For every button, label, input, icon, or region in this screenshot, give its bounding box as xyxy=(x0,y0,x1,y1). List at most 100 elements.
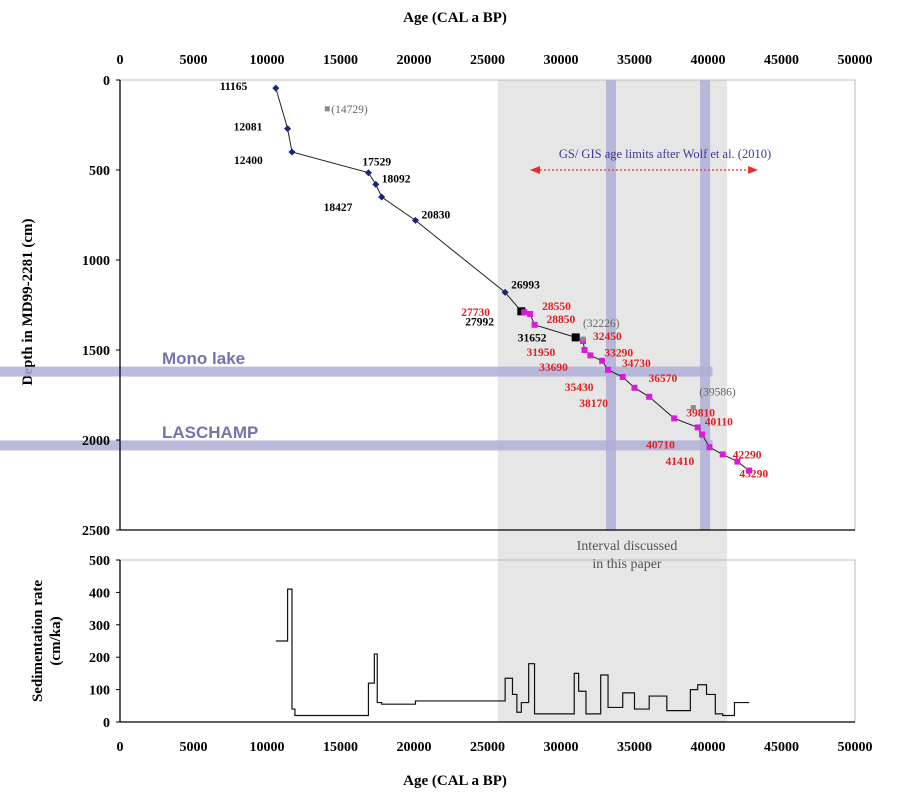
bottom-y-tick-label: 400 xyxy=(89,586,110,601)
date-label: (32226) xyxy=(583,318,620,330)
date-label: 35430 xyxy=(565,382,594,394)
date-label: 32450 xyxy=(593,331,622,343)
date-point-square xyxy=(694,424,701,431)
outlier-point xyxy=(690,405,696,411)
gs-gis-note: GS/ GIS age limits after Wolf et al. (20… xyxy=(559,147,771,161)
bottom-x-tick-label: 25000 xyxy=(470,740,505,755)
bottom-x-tick-label: 40000 xyxy=(691,740,726,755)
bottom-plot-frame xyxy=(119,559,856,723)
top-x-tick-label: 35000 xyxy=(617,53,652,68)
date-label: 40710 xyxy=(646,440,675,452)
date-label: 26993 xyxy=(511,279,540,291)
top-y-tick-label: 2500 xyxy=(82,524,110,539)
date-label: 40110 xyxy=(705,416,733,428)
date-point-diamond xyxy=(272,84,280,92)
date-label: 27730 xyxy=(461,307,490,319)
mono-lake-label: Mono lake xyxy=(162,349,245,368)
top-x-tick-label: 15000 xyxy=(323,53,358,68)
date-label: 36570 xyxy=(649,373,678,385)
bottom-y-tick-label: 0 xyxy=(103,716,110,731)
sedimentation-rate-line xyxy=(275,588,750,717)
arrow-head-left xyxy=(530,166,540,174)
date-point-square xyxy=(605,366,612,373)
bottom-x-tick-label: 0 xyxy=(117,740,124,755)
date-label: 33290 xyxy=(604,347,633,359)
background-layer xyxy=(0,80,728,722)
top-y-tick-label: 500 xyxy=(89,164,110,179)
date-point-square xyxy=(719,451,726,458)
date-label: 18092 xyxy=(382,173,411,185)
outlier-point xyxy=(324,106,330,112)
top-x-tick-label: 20000 xyxy=(397,53,432,68)
date-label: 41410 xyxy=(665,456,694,468)
date-point-diamond xyxy=(364,169,372,177)
date-point-diamond xyxy=(288,148,296,156)
date-label: 20830 xyxy=(421,209,450,221)
date-point-square xyxy=(571,333,580,342)
date-label: 28550 xyxy=(542,301,571,313)
top-y-tick-label: 1000 xyxy=(82,254,110,269)
interval-note-line1: Interval discussed xyxy=(577,539,678,554)
date-label: 28850 xyxy=(547,314,576,326)
date-label: 12400 xyxy=(234,155,263,167)
date-point-diamond xyxy=(372,180,380,188)
date-point-square xyxy=(521,309,528,316)
top-x-tick-label: 45000 xyxy=(764,53,799,68)
top-x-tick-label: 30000 xyxy=(544,53,579,68)
outlier-point xyxy=(580,336,586,342)
gs-gis-band-0 xyxy=(605,80,616,530)
top-y-tick-label: 2000 xyxy=(82,434,110,449)
date-label: 39810 xyxy=(686,407,715,419)
date-label: (39586) xyxy=(699,387,736,399)
top-y-tick-label: 0 xyxy=(103,74,110,89)
top-x-tick-label: 50000 xyxy=(838,53,873,68)
date-point-square xyxy=(587,352,594,359)
rate-y-axis-title-line2: (cm/ka) xyxy=(48,616,64,665)
bottom-y-tick-label: 500 xyxy=(89,554,110,569)
bottom-x-tick-label: 5000 xyxy=(180,740,208,755)
date-label: 12081 xyxy=(234,122,263,134)
interval-note-line2: in this paper xyxy=(592,557,662,572)
date-point-square xyxy=(671,415,678,422)
bottom-x-tick-label: 30000 xyxy=(544,740,579,755)
date-point-square xyxy=(619,374,626,380)
date-label: 31950 xyxy=(527,347,556,359)
rate-y-axis-title-line1: Sedimentation rate xyxy=(30,580,46,702)
date-point-square xyxy=(581,347,588,353)
date-point-square xyxy=(734,458,741,465)
bottom-y-tick-label: 300 xyxy=(89,619,110,634)
top-x-tick-label: 5000 xyxy=(180,53,208,68)
date-label: 42290 xyxy=(733,449,762,461)
bottom-x-tick-label: 20000 xyxy=(397,740,432,755)
date-point-diamond xyxy=(501,288,509,296)
depth-y-axis-title: Depth in MD99-2281 (cm) xyxy=(20,218,36,385)
gs-gis-band-1 xyxy=(700,80,711,530)
date-label: 33690 xyxy=(539,362,568,374)
bottom-x-tick-label: 45000 xyxy=(764,740,799,755)
date-point-square xyxy=(527,311,534,317)
bottom-x-tick-label: 10000 xyxy=(250,740,285,755)
date-label: 38170 xyxy=(579,398,608,410)
date-point-diamond xyxy=(378,193,386,201)
axes-layer: 0050005000100001000015000150002000020000… xyxy=(82,53,873,755)
horizontal-band-0 xyxy=(0,366,713,377)
date-point-square xyxy=(631,384,638,391)
data-layer: 11165 12081 12400 17529 18092 18427 20830 26993… xyxy=(220,81,768,717)
top-x-tick-label: 25000 xyxy=(470,53,505,68)
age-depth-line xyxy=(275,87,750,471)
date-label: 27992 xyxy=(465,316,494,328)
date-point-square xyxy=(599,357,606,364)
bottom-x-tick-label: 50000 xyxy=(838,740,873,755)
date-label: 43290 xyxy=(739,469,768,481)
date-label: 34730 xyxy=(622,358,651,370)
date-point-square xyxy=(531,321,538,328)
date-point-diamond xyxy=(284,125,292,133)
top-x-tick-label: 40000 xyxy=(691,53,726,68)
date-label: 18427 xyxy=(324,202,353,214)
bottom-x-tick-label: 35000 xyxy=(617,740,652,755)
bottom-y-tick-label: 200 xyxy=(89,651,110,666)
arrow-head-right xyxy=(748,166,759,174)
top-x-tick-label: 10000 xyxy=(250,53,285,68)
date-point-square xyxy=(646,393,653,400)
